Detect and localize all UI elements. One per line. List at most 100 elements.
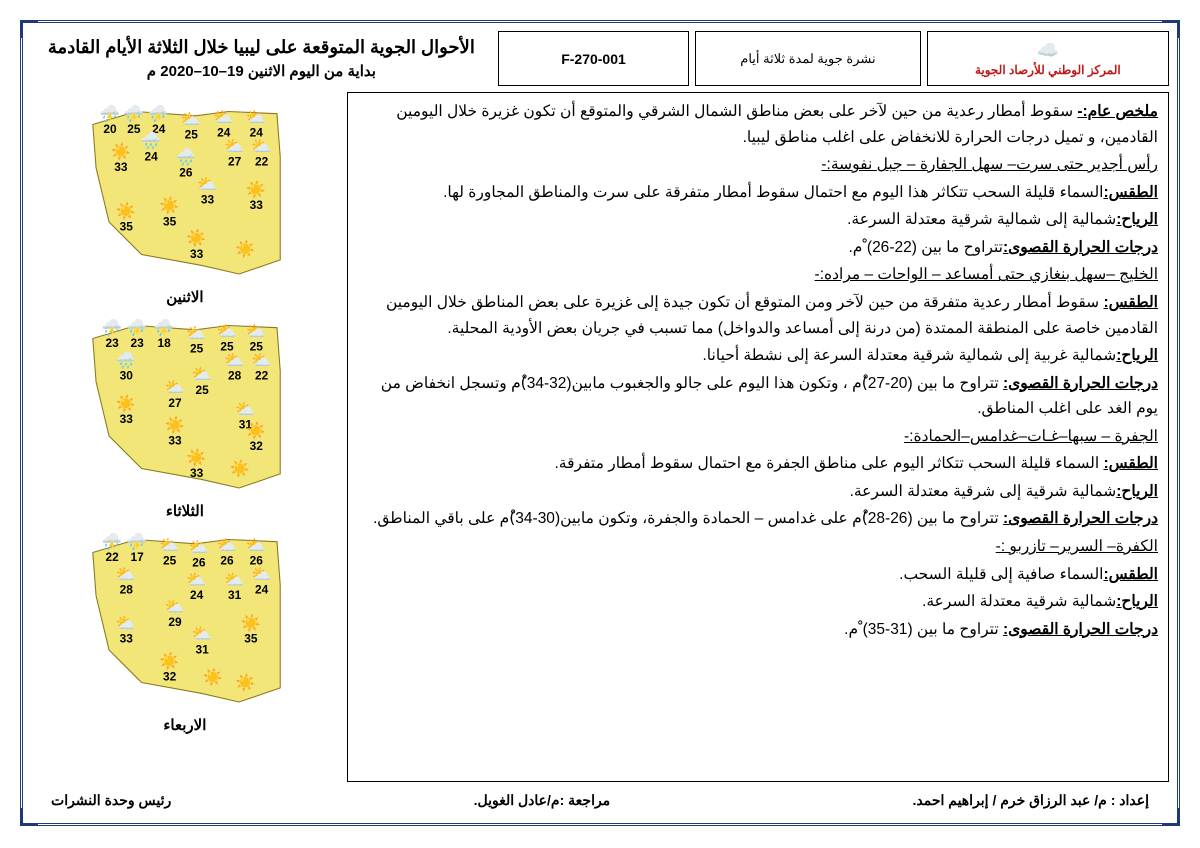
weather-icon: ⛅ — [251, 138, 271, 156]
region-block: الجفرة – سبها–غـات–غدامس–الحمادة:-الطقس:… — [358, 424, 1158, 532]
temp-value: 24 — [255, 583, 269, 597]
weather-icon: ⛅ — [159, 536, 179, 554]
region-block: الكفرة– السرير– تازربو :-الطقس:السماء صا… — [358, 534, 1158, 642]
libya-map: ⛈️20⛈️25⛈️24⛅25⛅24⛅24⛅22⛅27🌧️24☀️33🌧️26⛅… — [31, 92, 339, 287]
weather-icon: ⛅ — [217, 536, 237, 554]
temp-value: 26 — [220, 553, 234, 567]
temp-value: 33 — [250, 198, 264, 212]
summary-label: ملخص عام:- — [1077, 103, 1158, 120]
weather-icon: ⛅ — [213, 108, 233, 126]
summary-line: ملخص عام:- سقوط أمطار رعدية من حين لآخر … — [358, 99, 1158, 150]
day-label: الاربعاء — [31, 716, 339, 734]
weather-icon: ⛅ — [192, 366, 212, 384]
temp-line: درجات الحرارة القصوى: تتراوح ما بين (26-… — [358, 506, 1158, 532]
region-block: رأس أجدير حتى سرت– سهل الجفارة – جبل نفو… — [358, 152, 1158, 260]
weather-icon: ⛈️ — [102, 532, 122, 551]
temp-value: 33 — [201, 193, 215, 207]
weather-icon: ☀️ — [235, 672, 255, 693]
weather-icon: ☀️ — [159, 650, 179, 671]
weather-icon: ☀️ — [203, 667, 223, 688]
temp-value: 18 — [158, 336, 172, 350]
weather-icon: ⛅ — [186, 571, 206, 589]
weather-icon: ⛅ — [165, 379, 185, 397]
wind-line: الرياح:شمالية غربية إلى شمالية شرقية معت… — [358, 343, 1158, 369]
temp-value: 33 — [120, 631, 134, 645]
temp-value: 31 — [195, 642, 209, 656]
weather-icon: ☀️ — [116, 201, 136, 222]
prepared-by: إعداد : م/ عبد الرزاق خرم / إبراهيم احمد… — [912, 792, 1149, 809]
weather-icon: ⛅ — [186, 325, 206, 343]
weather-icon: ☀️ — [116, 393, 136, 414]
document-frame: ☁️ المركز الوطني للأرصاد الجوية نشرة جوي… — [20, 20, 1180, 826]
weather-icon: ⛅ — [165, 598, 185, 616]
weather-icon: ⛈️ — [100, 104, 120, 123]
temp-value: 23 — [106, 336, 120, 350]
temp-value: 30 — [120, 369, 134, 383]
weather-icon: ⛈️ — [127, 532, 147, 551]
forecast-text: ملخص عام:- سقوط أمطار رعدية من حين لآخر … — [347, 92, 1169, 782]
weather-icon: ☀️ — [230, 458, 250, 479]
temp-value: 33 — [190, 466, 204, 480]
weather-icon: ⛅ — [251, 566, 271, 584]
footer: إعداد : م/ عبد الرزاق خرم / إبراهيم احمد… — [31, 788, 1169, 809]
header-row: ☁️ المركز الوطني للأرصاد الجوية نشرة جوي… — [31, 31, 1169, 86]
temp-value: 25 — [195, 383, 209, 397]
temp-value: 25 — [127, 122, 141, 136]
weather-icon: ☀️ — [110, 141, 130, 162]
temp-value: 33 — [190, 247, 204, 261]
weather-icon: ⛅ — [188, 539, 208, 557]
weather-icon: ☀️ — [246, 420, 266, 441]
temp-value: 32 — [163, 669, 177, 683]
day-label: الاثنين — [31, 288, 339, 306]
temp-line: درجات الحرارة القصوى: تتراوح ما بين (31-… — [358, 617, 1158, 643]
region-name: رأس أجدير حتى سرت– سهل الجفارة – جبل نفو… — [358, 152, 1158, 178]
weather-icon: ☀️ — [235, 238, 255, 259]
weather-icon: ⛈️ — [123, 104, 143, 123]
weather-icon: 🌧️ — [141, 130, 161, 151]
weather-line: الطقس:السماء قليلة السحب تتكاثر هذا اليو… — [358, 180, 1158, 206]
weather-icon: ⛅ — [197, 176, 217, 194]
temp-value: 28 — [120, 583, 134, 597]
map-block: ⛈️23⛈️23⛈️18⛅25⛅25⛅25⛅22⛅28🌧️30⛅25⛅27☀️3… — [31, 306, 339, 520]
temp-value: 31 — [228, 588, 242, 602]
weather-icon: ⛈️ — [154, 318, 174, 337]
map-block: ⛈️20⛈️25⛈️24⛅25⛅24⛅24⛅22⛅27🌧️24☀️33🌧️26⛅… — [31, 92, 339, 306]
weather-icon: ☀️ — [246, 179, 266, 200]
temp-value: 25 — [190, 342, 204, 356]
weather-icon: ⛅ — [235, 400, 255, 418]
form-code: F-270-001 — [498, 31, 690, 86]
corner-decoration — [20, 808, 38, 826]
temp-value: 22 — [255, 369, 269, 383]
weather-icon: ⛈️ — [148, 104, 168, 123]
weather-icon: ⛅ — [181, 111, 201, 129]
temp-value: 22 — [255, 155, 269, 169]
weather-icon: ⛅ — [246, 536, 266, 554]
libya-map: ⛈️23⛈️23⛈️18⛅25⛅25⛅25⛅22⛅28🌧️30⛅25⛅27☀️3… — [31, 306, 339, 501]
weather-line: الطقس: سقوط أمطار رعدية متفرقة من حين لآ… — [358, 290, 1158, 341]
weather-icon: 🌧️ — [175, 146, 195, 167]
temp-line: درجات الحرارة القصوى:تتراوح ما بين (22-2… — [358, 235, 1158, 261]
weather-line: الطقس:السماء صافية إلى قليلة السحب. — [358, 562, 1158, 588]
weather-icon: ⛈️ — [102, 318, 122, 337]
main-title: الأحوال الجوية المتوقعة على ليبيا خلال ا… — [48, 37, 475, 58]
region-name: الخليج –سهل بنغازي حتى أمساعد – الواحات … — [358, 262, 1158, 288]
temp-value: 29 — [168, 615, 182, 629]
corner-decoration — [20, 20, 38, 38]
temp-value: 25 — [163, 553, 177, 567]
temp-value: 24 — [145, 149, 159, 163]
temp-value: 20 — [103, 122, 117, 136]
temp-value: 17 — [130, 550, 144, 564]
maps-column: ⛈️20⛈️25⛈️24⛅25⛅24⛅24⛅22⛅27🌧️24☀️33🌧️26⛅… — [31, 92, 339, 782]
corner-decoration — [1162, 20, 1180, 38]
weather-icon: ⛈️ — [127, 318, 147, 337]
temp-value: 27 — [168, 396, 182, 410]
weather-icon: ⛅ — [246, 322, 266, 340]
temp-value: 27 — [228, 155, 242, 169]
title-cell: الأحوال الجوية المتوقعة على ليبيا خلال ا… — [31, 31, 492, 86]
weather-icon: ⛅ — [192, 625, 212, 643]
temp-value: 35 — [163, 214, 177, 228]
temp-value: 33 — [120, 412, 134, 426]
temp-value: 35 — [120, 220, 134, 234]
corner-decoration — [1162, 808, 1180, 826]
bulletin-description: نشرة جوية لمدة ثلاثة أيام — [695, 31, 920, 86]
